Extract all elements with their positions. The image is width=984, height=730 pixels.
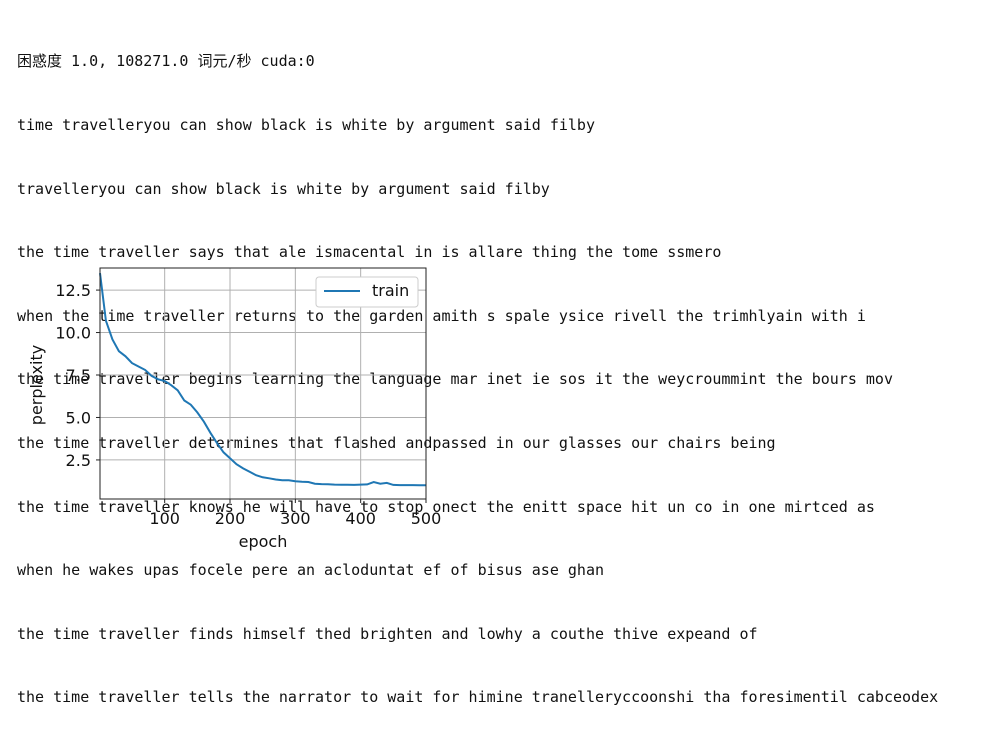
x-tick-label: 200	[215, 509, 246, 528]
training-output-log: 困惑度 1.0, 108271.0 词元/秒 cuda:0 time trave…	[17, 9, 938, 730]
chart-axes	[99, 267, 427, 500]
generated-text-line: the time traveller finds himself thed br…	[17, 624, 758, 643]
generated-text-line: travelleryou can show black is white by …	[17, 179, 550, 198]
generated-text-line: the time traveller says that ale ismacen…	[17, 243, 722, 262]
train-series-line	[99, 272, 426, 487]
legend-train-label: train	[372, 281, 409, 300]
x-tick-label: 300	[280, 509, 311, 528]
chart-ticks: 100 200 300 400 500 2.5 5.0 7.5 10.0 12.5	[55, 281, 441, 528]
generated-text-line: time travelleryou can show black is whit…	[17, 116, 595, 134]
plot-frame	[99, 267, 427, 500]
generated-text-line: the time traveller determines that flash…	[17, 433, 776, 452]
y-tick-label: 12.5	[55, 281, 91, 300]
x-tick-label: 400	[345, 509, 376, 528]
y-axis-label: perplexity	[27, 345, 46, 425]
x-axis-label: epoch	[239, 532, 288, 551]
generated-text-line: the time traveller knows he will have to…	[17, 497, 875, 516]
y-tick-label: 5.0	[66, 408, 91, 427]
generated-text-line: the time traveller tells the narrator to…	[17, 688, 939, 707]
perplexity-chart: 100 200 300 400 500 2.5 5.0 7.5 10.0 12.5 epoch p…	[27, 267, 441, 551]
y-tick-label: 10.0	[55, 324, 91, 343]
legend-box	[315, 276, 419, 308]
y-tick-label: 2.5	[66, 451, 91, 470]
x-tick-label: 500	[411, 509, 442, 528]
y-tick-label: 7.5	[66, 366, 91, 385]
status-line: 困惑度 1.0, 108271.0 词元/秒 cuda:0	[17, 52, 315, 71]
x-tick-label: 100	[149, 509, 180, 528]
generated-text-line: when the time traveller returns to the g…	[17, 306, 866, 325]
chart-legend: train	[315, 276, 419, 308]
